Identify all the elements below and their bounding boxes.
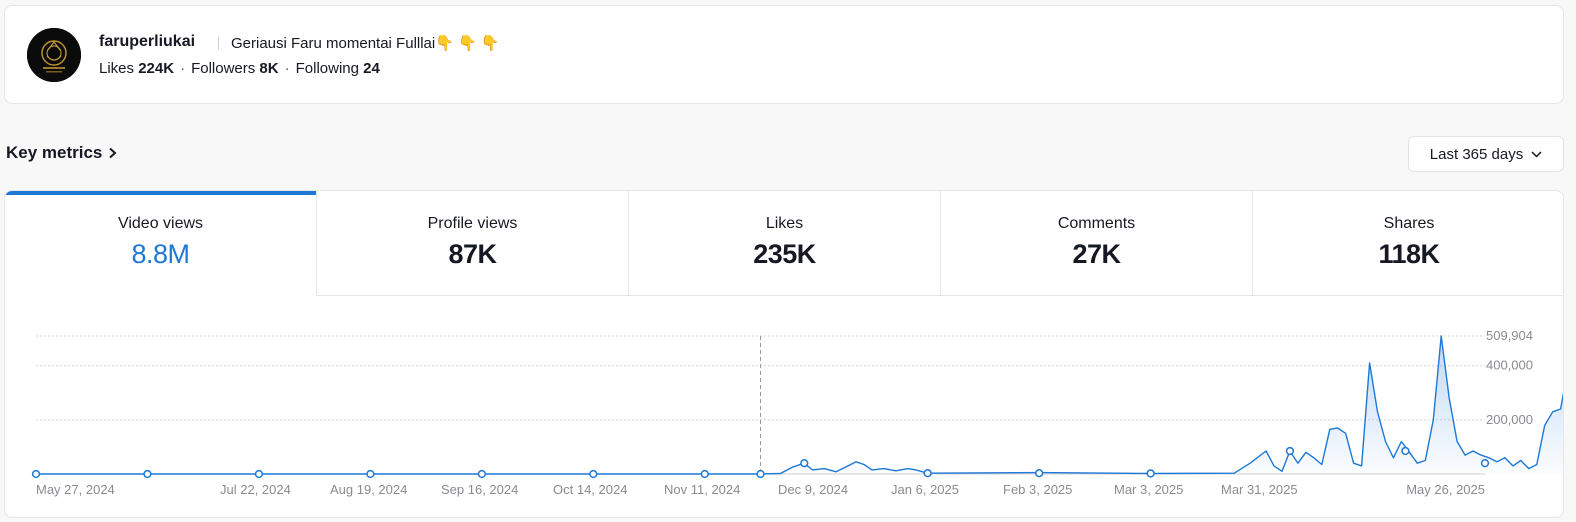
- data-point-marker[interactable]: [366, 469, 375, 479]
- x-tick-label: Mar 31, 2025: [1221, 482, 1298, 497]
- chevron-down-icon: [1531, 150, 1542, 158]
- x-tick-label: Jul 22, 2024: [220, 482, 291, 497]
- data-point-marker[interactable]: [1401, 446, 1410, 456]
- data-point-marker[interactable]: [143, 469, 152, 479]
- tab-label: Likes: [765, 215, 804, 232]
- chevron-right-icon: [109, 147, 117, 159]
- data-point-marker[interactable]: [1035, 469, 1044, 478]
- video-views-chart[interactable]: 509,904 400,000 200,000 May 27, 2024 Jul 22,…: [5, 191, 1564, 518]
- tab-value: 87K: [448, 239, 497, 269]
- following-label: Following: [295, 60, 359, 77]
- data-point-marker[interactable]: [800, 459, 809, 468]
- tab-video-views[interactable]: Video views 8.8M: [5, 191, 317, 296]
- avatar[interactable]: [27, 28, 81, 82]
- tab-label: Shares: [1383, 215, 1435, 232]
- x-tick-label: Sep 16, 2024: [441, 482, 518, 497]
- data-point-marker[interactable]: [1146, 469, 1155, 478]
- x-tick-label: May 27, 2024: [36, 482, 115, 497]
- date-range-dropdown[interactable]: Last 365 days: [1408, 136, 1564, 172]
- x-tick-label: Oct 14, 2024: [553, 482, 627, 497]
- data-point-marker[interactable]: [923, 469, 932, 478]
- tab-value: 235K: [753, 239, 816, 269]
- followers-count: 8K: [259, 60, 279, 77]
- x-tick-label: Aug 19, 2024: [330, 482, 407, 497]
- y-tick-label: 200,000: [1486, 412, 1533, 427]
- metrics-card: Video views 8.8M Profile views 87K Likes…: [4, 190, 1564, 518]
- video-views-line: [36, 335, 1563, 475]
- x-tick-label: May 26, 2025: [1406, 482, 1485, 497]
- data-point-marker[interactable]: [1480, 459, 1490, 468]
- data-point-marker[interactable]: [1285, 446, 1295, 456]
- video-views-area: [36, 336, 1563, 474]
- tab-label: Profile views: [427, 215, 518, 232]
- tab-profile-views[interactable]: Profile views 87K: [317, 191, 629, 296]
- profile-stats: Likes 224K · Followers 8K · Following 24: [99, 60, 380, 77]
- data-point-marker[interactable]: [756, 469, 765, 479]
- tab-label: Comments: [1057, 215, 1136, 232]
- data-point-marker[interactable]: [254, 469, 264, 479]
- username[interactable]: faruperliukai: [99, 33, 196, 50]
- profile-card: faruperliukai Geriausi Faru momentai Ful…: [4, 5, 1564, 104]
- likes-label: Likes: [99, 60, 135, 77]
- divider: [218, 37, 219, 50]
- tab-likes[interactable]: Likes 235K: [629, 191, 941, 296]
- date-range-label: Last 365 days: [1429, 145, 1524, 163]
- tab-label: Video views: [117, 215, 204, 232]
- tab-shares[interactable]: Shares 118K: [1253, 191, 1563, 296]
- x-tick-label: Dec 9, 2024: [778, 482, 848, 497]
- active-tab-indicator: [5, 191, 316, 195]
- x-tick-label: Jan 6, 2025: [891, 482, 959, 497]
- following-count: 24: [363, 60, 380, 77]
- tab-value: 118K: [1378, 239, 1440, 269]
- key-metrics-title: Key metrics: [6, 143, 103, 162]
- tab-value: 8.8M: [131, 239, 190, 269]
- followers-label: Followers: [191, 60, 256, 77]
- x-tick-label: Nov 11, 2024: [664, 482, 740, 497]
- separator-dot: ·: [180, 60, 186, 77]
- y-tick-label: 509,904: [1486, 328, 1533, 343]
- data-point-marker[interactable]: [477, 469, 486, 479]
- avatar-emblem-icon: [27, 28, 81, 82]
- tab-comments[interactable]: Comments 27K: [941, 191, 1253, 296]
- data-point-marker[interactable]: [589, 469, 598, 479]
- data-point-marker[interactable]: [31, 469, 41, 479]
- key-metrics-link[interactable]: Key metrics: [6, 143, 117, 163]
- data-point-marker[interactable]: [700, 469, 709, 479]
- likes-count: 224K: [138, 60, 175, 77]
- y-tick-label: 400,000: [1486, 358, 1533, 373]
- tab-value: 27K: [1072, 239, 1121, 269]
- x-tick-label: Mar 3, 2025: [1114, 482, 1183, 497]
- separator-dot: ·: [284, 60, 290, 77]
- x-tick-label: Feb 3, 2025: [1003, 482, 1072, 497]
- bio-text: Geriausi Faru momentai Fulllai👇 👇 👇: [231, 35, 500, 52]
